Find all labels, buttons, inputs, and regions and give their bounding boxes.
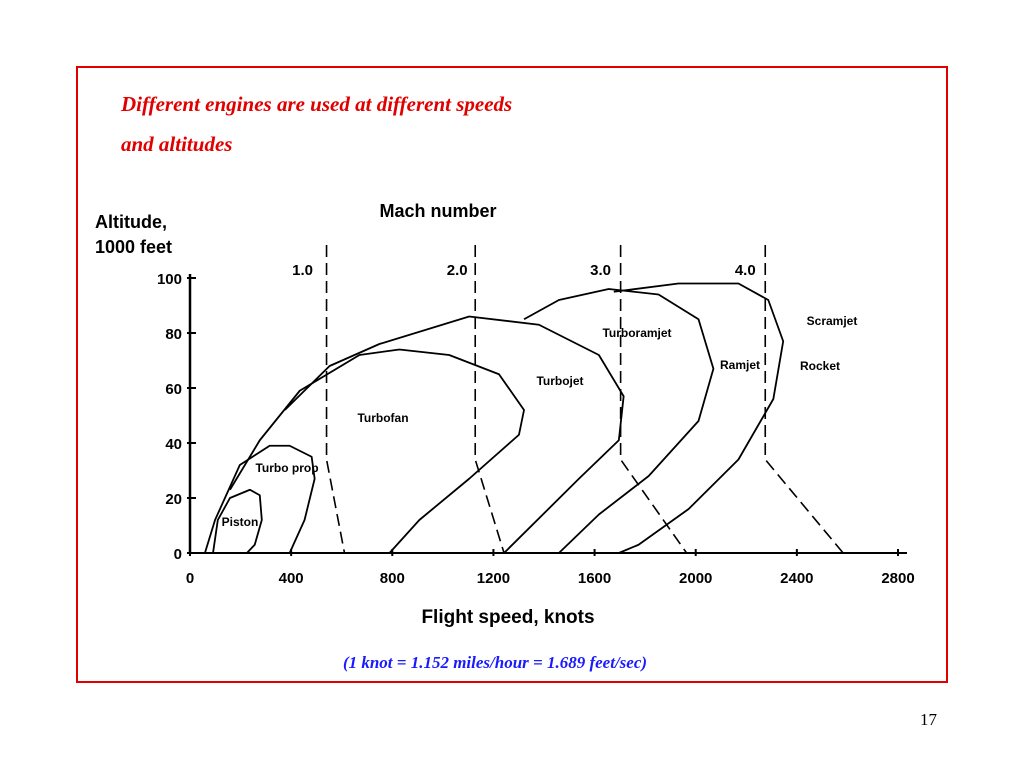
envelope-line — [523, 288, 715, 554]
frame — [76, 66, 948, 683]
envelope-line — [204, 444, 316, 554]
envelope-line — [229, 348, 525, 554]
envelope-line — [212, 488, 263, 554]
y-tick-label: 40 — [165, 436, 182, 453]
y-tick-label: 0 — [174, 546, 182, 563]
title-line: Different engines are used at different … — [120, 92, 512, 116]
x-tick-label: 0 — [186, 570, 194, 587]
y-tick-label: 80 — [165, 326, 182, 343]
region-label: Piston — [222, 515, 259, 529]
region-label: Turbojet — [536, 374, 583, 388]
y-tick-label: 20 — [165, 491, 182, 508]
mach-label: 1.0 — [292, 262, 313, 279]
mach-label: 4.0 — [735, 262, 756, 279]
x-tick-label: 2800 — [881, 570, 914, 587]
x-axis-label: Flight speed, knots — [421, 607, 594, 628]
region-label: Turbofan — [357, 411, 408, 425]
annotation: Scramjet — [807, 314, 858, 328]
mach-line — [619, 245, 688, 554]
envelope-line — [613, 282, 785, 554]
y-tick-label: 100 — [157, 271, 182, 288]
x-tick-label: 1600 — [578, 570, 611, 587]
region-label: Turboramjet — [602, 326, 671, 340]
mach-label: 2.0 — [447, 262, 468, 279]
region-label: Ramjet — [720, 358, 760, 372]
y-axis-label: Altitude, — [95, 212, 167, 232]
envelope-line — [284, 315, 625, 554]
page-number: 17 — [920, 710, 938, 729]
region-label: Turbo prop — [255, 461, 318, 475]
x-tick-label: 400 — [279, 570, 304, 587]
mach-line — [474, 245, 505, 554]
y-axis-label: 1000 feet — [95, 237, 172, 257]
x2-axis-label: Mach number — [379, 201, 496, 221]
x-tick-label: 2000 — [679, 570, 712, 587]
footnote: (1 knot = 1.152 miles/hour = 1.689 feet/… — [343, 653, 647, 672]
x-tick-label: 2400 — [780, 570, 813, 587]
mach-label: 3.0 — [590, 262, 611, 279]
y-tick-label: 60 — [165, 381, 182, 398]
annotation: Rocket — [800, 359, 840, 373]
x-tick-label: 1200 — [477, 570, 510, 587]
mach-line — [764, 245, 844, 554]
mach-line — [325, 245, 346, 554]
x-tick-label: 800 — [380, 570, 405, 587]
title-line: and altitudes — [121, 132, 232, 156]
